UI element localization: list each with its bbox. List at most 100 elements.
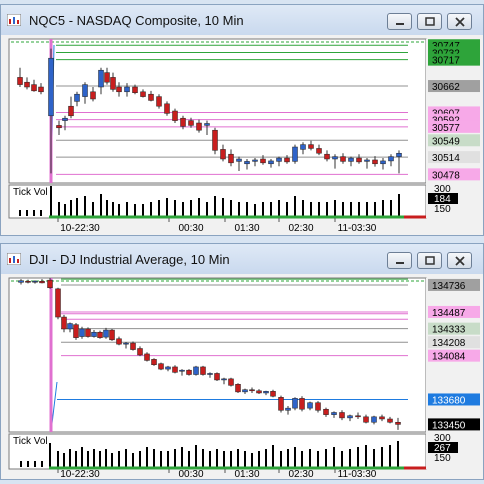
- candle[interactable]: [395, 421, 401, 425]
- candle[interactable]: [172, 366, 178, 373]
- candle[interactable]: [236, 158, 242, 162]
- candle[interactable]: [323, 408, 329, 415]
- candle[interactable]: [340, 156, 346, 162]
- candle[interactable]: [148, 93, 154, 101]
- candle[interactable]: [249, 389, 255, 392]
- candle[interactable]: [74, 93, 80, 102]
- candle[interactable]: [68, 105, 74, 117]
- candle[interactable]: [372, 159, 378, 165]
- candle[interactable]: [180, 117, 186, 127]
- candle[interactable]: [55, 288, 61, 318]
- candle[interactable]: [158, 363, 164, 370]
- candle[interactable]: [130, 342, 136, 350]
- candle[interactable]: [103, 329, 109, 338]
- candle[interactable]: [347, 415, 353, 419]
- candle[interactable]: [220, 149, 226, 160]
- candle[interactable]: [324, 153, 330, 160]
- candle[interactable]: [104, 72, 110, 83]
- candle[interactable]: [67, 323, 73, 330]
- price-pane[interactable]: [8, 277, 427, 433]
- candle[interactable]: [47, 279, 53, 289]
- candle[interactable]: [85, 328, 91, 337]
- candle[interactable]: [123, 342, 129, 345]
- candle[interactable]: [132, 86, 138, 94]
- candle[interactable]: [387, 418, 393, 423]
- candle[interactable]: [73, 324, 79, 338]
- candle[interactable]: [363, 416, 369, 423]
- chart-area[interactable]: 134736 134487 134333 134208 134084 133680 1334…: [1, 274, 483, 484]
- candle[interactable]: [278, 397, 284, 411]
- candle[interactable]: [200, 366, 206, 375]
- candle[interactable]: [228, 153, 234, 164]
- candle[interactable]: [235, 384, 241, 393]
- candle[interactable]: [270, 391, 276, 397]
- candle[interactable]: [308, 144, 314, 149]
- candle[interactable]: [331, 412, 337, 415]
- candle[interactable]: [31, 84, 37, 92]
- candle[interactable]: [188, 120, 194, 126]
- candle[interactable]: [137, 348, 143, 356]
- candle[interactable]: [164, 103, 170, 114]
- candle[interactable]: [18, 280, 24, 283]
- candle[interactable]: [332, 156, 338, 160]
- candle[interactable]: [348, 157, 354, 162]
- candle[interactable]: [242, 389, 248, 393]
- candle[interactable]: [284, 157, 290, 163]
- candle[interactable]: [371, 416, 377, 423]
- candle[interactable]: [144, 353, 150, 361]
- candle[interactable]: [355, 415, 361, 418]
- candle[interactable]: [315, 402, 321, 411]
- candle[interactable]: [379, 416, 385, 420]
- candle[interactable]: [91, 331, 97, 337]
- minimize-button[interactable]: [387, 252, 412, 269]
- candle[interactable]: [364, 159, 370, 162]
- candle[interactable]: [109, 329, 115, 341]
- candle[interactable]: [38, 86, 44, 93]
- candle[interactable]: [292, 398, 298, 409]
- candle[interactable]: [244, 161, 250, 165]
- candle[interactable]: [300, 144, 306, 150]
- candle[interactable]: [316, 148, 322, 154]
- candle[interactable]: [32, 281, 38, 283]
- candle[interactable]: [179, 369, 185, 372]
- candle[interactable]: [299, 398, 305, 410]
- price-chart[interactable]: 3074730732307173066230607305923057730549…: [1, 35, 483, 235]
- candle[interactable]: [204, 123, 210, 126]
- candle[interactable]: [62, 117, 68, 121]
- candle[interactable]: [98, 69, 104, 88]
- candle[interactable]: [228, 378, 234, 386]
- candle[interactable]: [165, 366, 171, 370]
- price-chart[interactable]: 134736 134487 134333 134208 134084 133680 1334…: [1, 274, 483, 480]
- candle[interactable]: [124, 86, 130, 93]
- candle[interactable]: [196, 122, 202, 131]
- candle[interactable]: [214, 373, 220, 381]
- candle[interactable]: [339, 412, 345, 419]
- candle[interactable]: [221, 378, 227, 381]
- candle[interactable]: [396, 152, 402, 157]
- candle[interactable]: [82, 84, 88, 97]
- candle[interactable]: [56, 125, 62, 129]
- candle[interactable]: [276, 157, 282, 162]
- restore-button[interactable]: [417, 13, 442, 30]
- title-bar[interactable]: NQC5 - NASDAQ Composite, 10 Min: [1, 5, 483, 35]
- candle[interactable]: [151, 359, 157, 366]
- candle[interactable]: [388, 156, 394, 162]
- candle[interactable]: [193, 366, 199, 375]
- candle[interactable]: [140, 91, 146, 97]
- candle[interactable]: [39, 281, 45, 284]
- candle[interactable]: [307, 402, 313, 409]
- chart-area[interactable]: 3074730732307173066230607305923057730549…: [1, 35, 483, 240]
- candle[interactable]: [263, 391, 269, 394]
- candle[interactable]: [90, 91, 96, 100]
- candle[interactable]: [97, 331, 103, 338]
- candle[interactable]: [172, 110, 178, 121]
- candle[interactable]: [207, 373, 213, 375]
- candle[interactable]: [116, 86, 122, 93]
- candle[interactable]: [110, 77, 116, 90]
- candle[interactable]: [48, 57, 54, 117]
- candle[interactable]: [268, 160, 274, 165]
- candle[interactable]: [260, 158, 266, 164]
- candle[interactable]: [256, 390, 262, 394]
- title-bar[interactable]: DJI - DJ Industrial Average, 10 Min: [1, 244, 483, 274]
- close-button[interactable]: [447, 252, 472, 269]
